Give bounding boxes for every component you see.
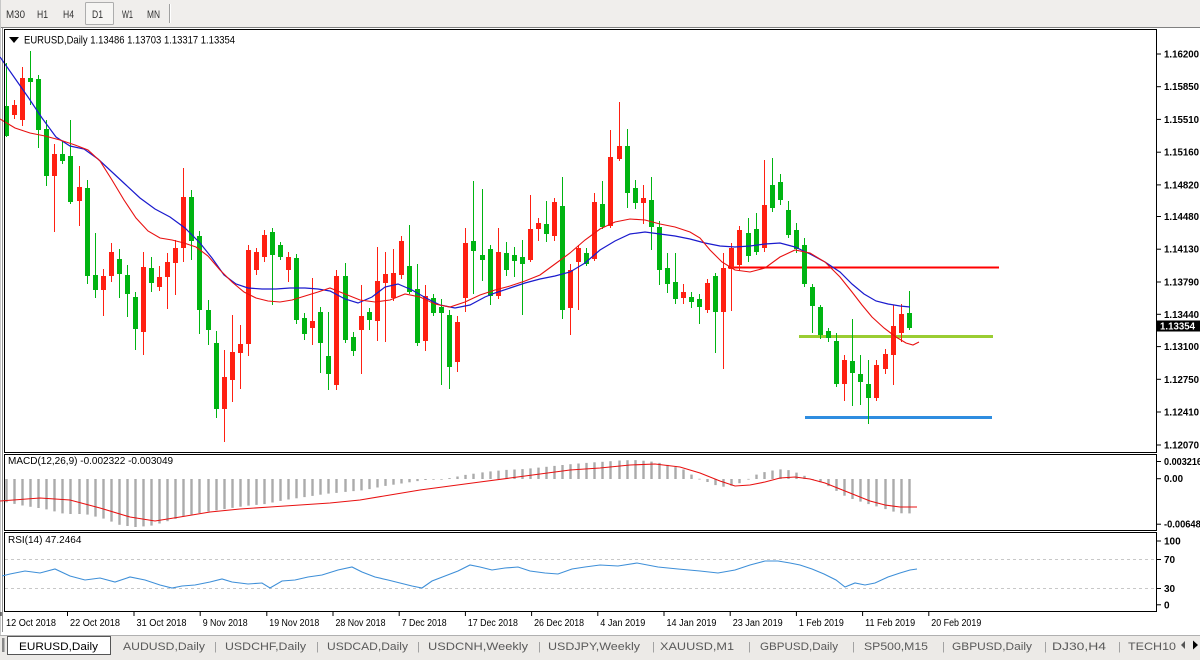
svg-text:MN: MN: [147, 9, 160, 21]
svg-text:|: |: [538, 641, 541, 653]
svg-text:TECH10: TECH10: [1128, 641, 1176, 653]
svg-text:1.12410: 1.12410: [1164, 408, 1199, 419]
svg-text:H1: H1: [37, 9, 48, 21]
svg-text:XAUUSD,M1: XAUUSD,M1: [660, 641, 734, 653]
svg-text:1.15850: 1.15850: [1164, 82, 1199, 93]
svg-text:W1: W1: [122, 9, 133, 21]
svg-text:30: 30: [1164, 584, 1176, 595]
svg-text:1 Feb 2019: 1 Feb 2019: [799, 618, 844, 629]
svg-text:23 Jan 2019: 23 Jan 2019: [733, 618, 783, 629]
svg-text:0.003216: 0.003216: [1164, 457, 1200, 468]
svg-text:17 Dec 2018: 17 Dec 2018: [468, 618, 518, 629]
svg-text:-0.006485: -0.006485: [1164, 520, 1200, 531]
svg-text:0: 0: [1164, 600, 1170, 611]
svg-text:1.14820: 1.14820: [1164, 180, 1199, 191]
svg-text:20 Feb 2019: 20 Feb 2019: [931, 618, 981, 629]
svg-text:RSI(14) 47.2464: RSI(14) 47.2464: [8, 535, 82, 546]
svg-text:|: |: [748, 641, 751, 653]
svg-text:1.14480: 1.14480: [1164, 212, 1199, 223]
svg-text:28 Nov 2018: 28 Nov 2018: [336, 618, 386, 629]
svg-text:USDCNH,Weekly: USDCNH,Weekly: [428, 641, 529, 653]
svg-text:26 Dec 2018: 26 Dec 2018: [534, 618, 584, 629]
svg-text:|: |: [852, 641, 855, 653]
svg-text:M30: M30: [6, 9, 25, 21]
svg-text:7 Dec 2018: 7 Dec 2018: [402, 618, 447, 629]
svg-text:|: |: [214, 641, 217, 653]
svg-text:9 Nov 2018: 9 Nov 2018: [203, 618, 248, 629]
svg-text:SP500,M15: SP500,M15: [864, 641, 928, 653]
svg-text:1.16200: 1.16200: [1164, 50, 1199, 61]
svg-text:USDCAD,Daily: USDCAD,Daily: [327, 641, 409, 653]
svg-text:|: |: [316, 641, 319, 653]
svg-text:|: |: [417, 641, 420, 653]
svg-text:100: 100: [1164, 537, 1181, 548]
svg-text:D1: D1: [92, 9, 103, 21]
svg-text:1.15160: 1.15160: [1164, 148, 1199, 159]
svg-text:USDCHF,Daily: USDCHF,Daily: [225, 641, 307, 653]
svg-text:GBPUSD,Daily: GBPUSD,Daily: [760, 641, 839, 653]
svg-text:EURUSD,Daily 1.13486 1.13703: EURUSD,Daily 1.13486 1.13703 1.13317 1.1…: [24, 35, 235, 47]
svg-text:MACD(12,26,9) -0.002322 -0.003: MACD(12,26,9) -0.002322 -0.003049: [8, 456, 174, 467]
svg-text:31 Oct 2018: 31 Oct 2018: [137, 618, 187, 629]
svg-text:USDJPY,Weekly: USDJPY,Weekly: [548, 641, 641, 653]
svg-text:|: |: [1044, 641, 1047, 653]
svg-text:|: |: [942, 641, 945, 653]
svg-text:H4: H4: [63, 9, 74, 21]
svg-text:1.14130: 1.14130: [1164, 245, 1199, 256]
svg-text:1.12750: 1.12750: [1164, 375, 1199, 386]
svg-text:4 Jan 2019: 4 Jan 2019: [600, 618, 645, 629]
svg-text:11 Feb 2019: 11 Feb 2019: [865, 618, 915, 629]
svg-text:AUDUSD,Daily: AUDUSD,Daily: [123, 641, 206, 653]
svg-text:|: |: [1118, 641, 1121, 653]
svg-text:GBPUSD,Daily: GBPUSD,Daily: [952, 641, 1033, 653]
svg-text:22 Oct 2018: 22 Oct 2018: [70, 618, 120, 629]
svg-text:1.12070: 1.12070: [1164, 441, 1199, 452]
svg-text:1.15510: 1.15510: [1164, 115, 1199, 126]
svg-text:1.13790: 1.13790: [1164, 278, 1199, 289]
svg-text:14 Jan 2019: 14 Jan 2019: [667, 618, 717, 629]
svg-text:DJ30,H4: DJ30,H4: [1052, 641, 1106, 653]
svg-text:|: |: [652, 641, 655, 653]
svg-text:70: 70: [1164, 555, 1176, 566]
svg-text:EURUSD,Daily: EURUSD,Daily: [19, 641, 99, 653]
svg-text:19 Nov 2018: 19 Nov 2018: [269, 618, 319, 629]
svg-text:1.13440: 1.13440: [1164, 310, 1199, 321]
svg-text:1.13100: 1.13100: [1164, 342, 1199, 353]
svg-text:0.00: 0.00: [1164, 474, 1183, 485]
svg-text:1.13354: 1.13354: [1160, 322, 1195, 333]
svg-text:12 Oct 2018: 12 Oct 2018: [6, 618, 56, 629]
